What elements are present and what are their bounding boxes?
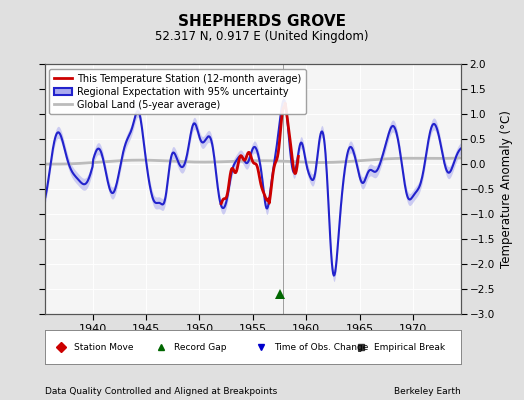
Legend: This Temperature Station (12-month average), Regional Expectation with 95% uncer: This Temperature Station (12-month avera… xyxy=(49,69,305,114)
Text: Data Quality Controlled and Aligned at Breakpoints: Data Quality Controlled and Aligned at B… xyxy=(45,387,277,396)
Text: Time of Obs. Change: Time of Obs. Change xyxy=(274,342,368,352)
Text: Record Gap: Record Gap xyxy=(173,342,226,352)
Text: SHEPHERDS GROVE: SHEPHERDS GROVE xyxy=(178,14,346,29)
Text: Station Move: Station Move xyxy=(74,342,133,352)
Text: Berkeley Earth: Berkeley Earth xyxy=(395,387,461,396)
Y-axis label: Temperature Anomaly (°C): Temperature Anomaly (°C) xyxy=(500,110,514,268)
Text: 52.317 N, 0.917 E (United Kingdom): 52.317 N, 0.917 E (United Kingdom) xyxy=(155,30,369,43)
Text: Empirical Break: Empirical Break xyxy=(374,342,445,352)
